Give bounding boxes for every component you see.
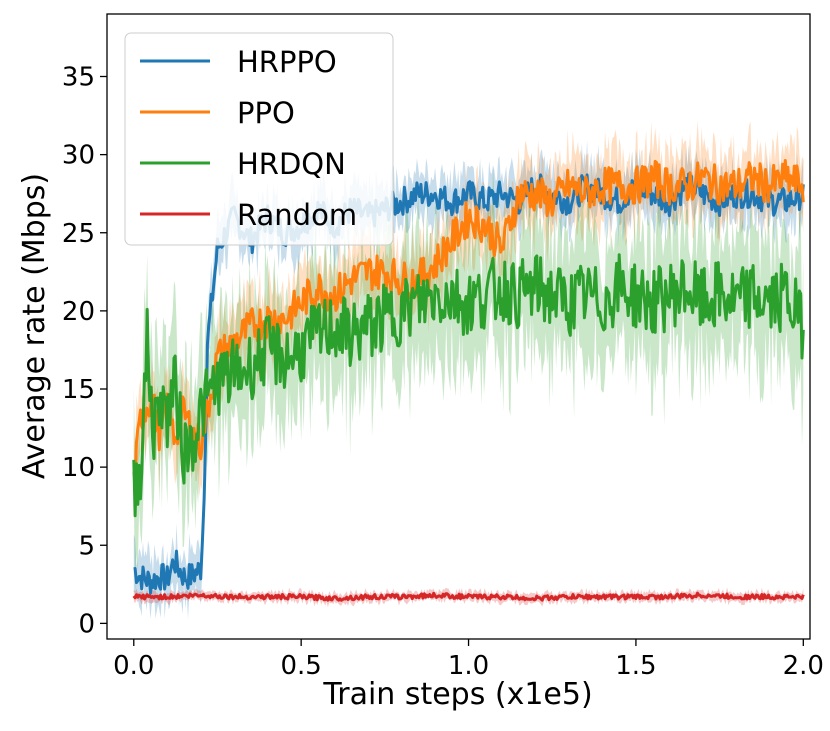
series-line-hrdqn (132, 253, 805, 518)
y-tick-label: 15 (62, 375, 95, 405)
x-axis-ticks: 0.0 0.5 1.0 1.5 2.0 (113, 639, 824, 681)
legend: HRPPO PPO HRDQN Random (124, 32, 394, 246)
x-tick-label: 0.5 (280, 651, 321, 681)
legend-items: HRPPO PPO HRDQN Random (140, 45, 357, 232)
y-axis-ticks: 0 5 10 15 20 25 30 35 (62, 63, 107, 639)
legend-label-hrdqn: HRDQN (237, 147, 346, 181)
y-tick-label: 35 (62, 63, 95, 93)
legend-box (124, 32, 394, 246)
y-axis-title: Average rate (Mbps) (17, 173, 52, 479)
x-tick-label: 0.0 (113, 651, 154, 681)
series-line-random (132, 591, 805, 602)
y-tick-label: 30 (62, 141, 95, 171)
legend-label-hrppo: HRPPO (237, 45, 337, 79)
x-tick-label: 1.5 (615, 651, 656, 681)
legend-label-random: Random (237, 198, 357, 232)
y-tick-label: 0 (78, 609, 95, 639)
x-tick-label: 1.0 (448, 651, 489, 681)
plot-area-frame (106, 13, 811, 640)
x-axis-title: Train steps (x1e5) (322, 677, 592, 712)
x-tick-label: 2.0 (783, 651, 824, 681)
y-tick-label: 20 (62, 297, 95, 327)
y-tick-label: 25 (62, 219, 95, 249)
y-tick-label: 5 (78, 531, 95, 561)
series-line-ppo (132, 159, 805, 485)
y-tick-label: 10 (62, 453, 95, 483)
legend-label-ppo: PPO (237, 96, 295, 130)
